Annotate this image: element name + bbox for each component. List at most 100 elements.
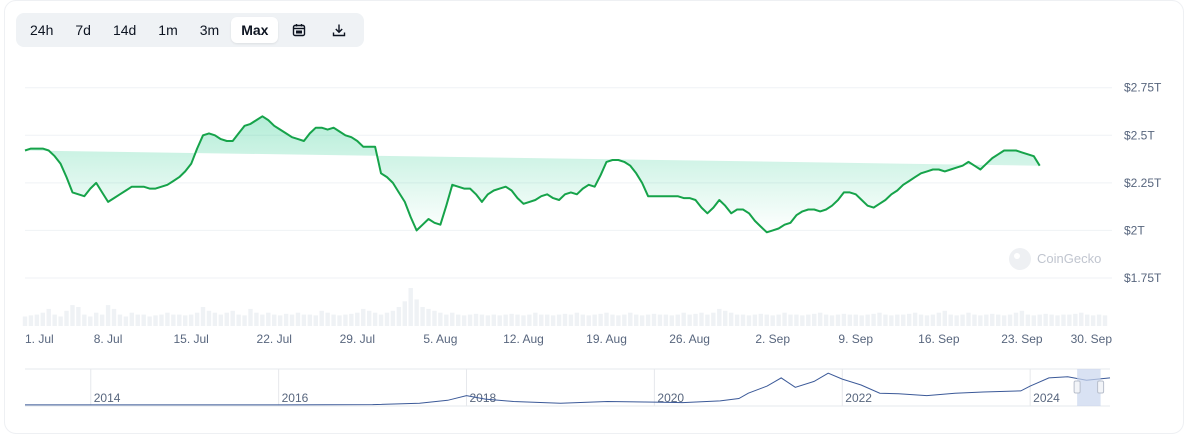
volume-bar [527,314,532,326]
calendar-button[interactable] [280,17,318,43]
volume-bar [812,313,817,326]
volume-bar [194,312,200,326]
volume-bar [598,313,603,326]
volume-bar [171,314,176,326]
y-tick-label: $2.5T [1124,128,1155,142]
y-axis-labels: $2.75T $2.5T $2.25T $2T $1.75T [1124,81,1162,285]
volume-bar [984,314,989,326]
chart-card [4,0,1184,434]
watermark-text: CoinGecko [1037,251,1101,266]
volume-bar [948,314,953,326]
x-tick-label: 15. Jul [173,332,208,346]
navigator-year-label: 2018 [470,391,497,405]
range-7d-button[interactable]: 7d [75,22,91,38]
volume-bar [515,314,520,326]
volume-bar [218,314,224,326]
volume-bar [1061,314,1066,326]
x-tick-label: 5. Aug [423,332,457,346]
volume-bar [313,315,318,326]
volume-bar [764,314,769,326]
volume-bar [129,312,135,326]
volume-bar [835,314,841,326]
range-1m-button[interactable]: 1m [158,22,178,38]
volume-bar [159,314,164,326]
volume-bar [455,314,461,326]
x-tick-label: 1. Jul [25,332,54,346]
volume-bar [995,314,1001,326]
volume-bar [200,307,206,326]
y-tick-label: $2.75T [1124,81,1162,95]
volume-bar [782,312,787,326]
volume-bar [1055,315,1060,326]
x-tick-label: 26. Aug [669,332,710,346]
volume-bar [491,314,496,326]
volume-bar [34,314,40,326]
volume-bar [432,310,437,326]
range-toolbar: 24h 7d 14d 1m 3m Max [16,13,365,47]
volume-bar [770,315,775,326]
x-tick-label: 16. Sep [918,332,960,346]
range-navigator[interactable]: 2014 2016 2018 2020 2022 2024 [25,368,1111,407]
volume-bar [978,315,983,326]
volume-bar [444,314,449,326]
volume-bar [544,314,550,326]
volume-bar [610,314,615,326]
volume-bar [1031,315,1036,326]
volume-bar [586,315,591,326]
volume-bar [817,312,823,326]
coingecko-logo-icon [1009,248,1031,270]
price-area-fill [25,116,1040,233]
volume-bar [711,312,716,326]
volume-bar [699,312,704,326]
volume-bar [521,315,526,326]
range-max-button[interactable]: Max [231,17,279,43]
volume-bar [728,312,734,326]
volume-bar [343,314,348,326]
volume-bar [788,314,793,326]
volume-bar [402,301,407,326]
volume-bar [580,314,586,326]
volume-bar [260,314,265,326]
volume-bar [414,299,419,326]
volume-bar [183,315,188,326]
navigator-selection-window[interactable] [1077,369,1101,406]
x-tick-label: 22. Jul [257,332,292,346]
volume-bar [177,314,182,326]
volume-bar [319,310,324,326]
volume-bar [634,314,639,326]
volume-bar [301,314,307,326]
download-icon [333,24,346,37]
volume-bar [105,305,111,326]
calendar-icon [293,24,306,37]
volume-bar [871,313,876,326]
volume-bar [1096,314,1102,326]
volume-bar [1037,314,1042,326]
volume-bar [366,310,372,326]
navigator-year-label: 2024 [1033,391,1060,405]
navigator-right-handle[interactable] [1097,380,1105,394]
range-24h-button[interactable]: 24h [30,22,54,38]
y-tick-label: $2.25T [1124,176,1162,190]
price-area [24,115,1041,234]
navigator-left-handle[interactable] [1073,380,1081,394]
volume-bar [1073,313,1078,326]
volume-bar [147,316,152,326]
volume-bar [236,314,241,326]
volume-bar [467,314,473,326]
volume-bar [283,313,289,326]
range-14d-button[interactable]: 14d [112,22,137,38]
volume-bar [942,310,947,326]
volume-bar [242,315,247,326]
volume-bar [1084,314,1090,326]
download-button[interactable] [320,17,358,43]
volume-bar [1090,315,1096,326]
volume-bar [153,315,158,326]
volume-bar [479,314,485,326]
range-3m-button[interactable]: 3m [199,22,220,38]
volume-bar [384,312,390,326]
volume-bar [272,314,277,326]
volume-bar [616,315,621,326]
volume-bar [776,314,781,326]
volume-bar [450,312,455,326]
